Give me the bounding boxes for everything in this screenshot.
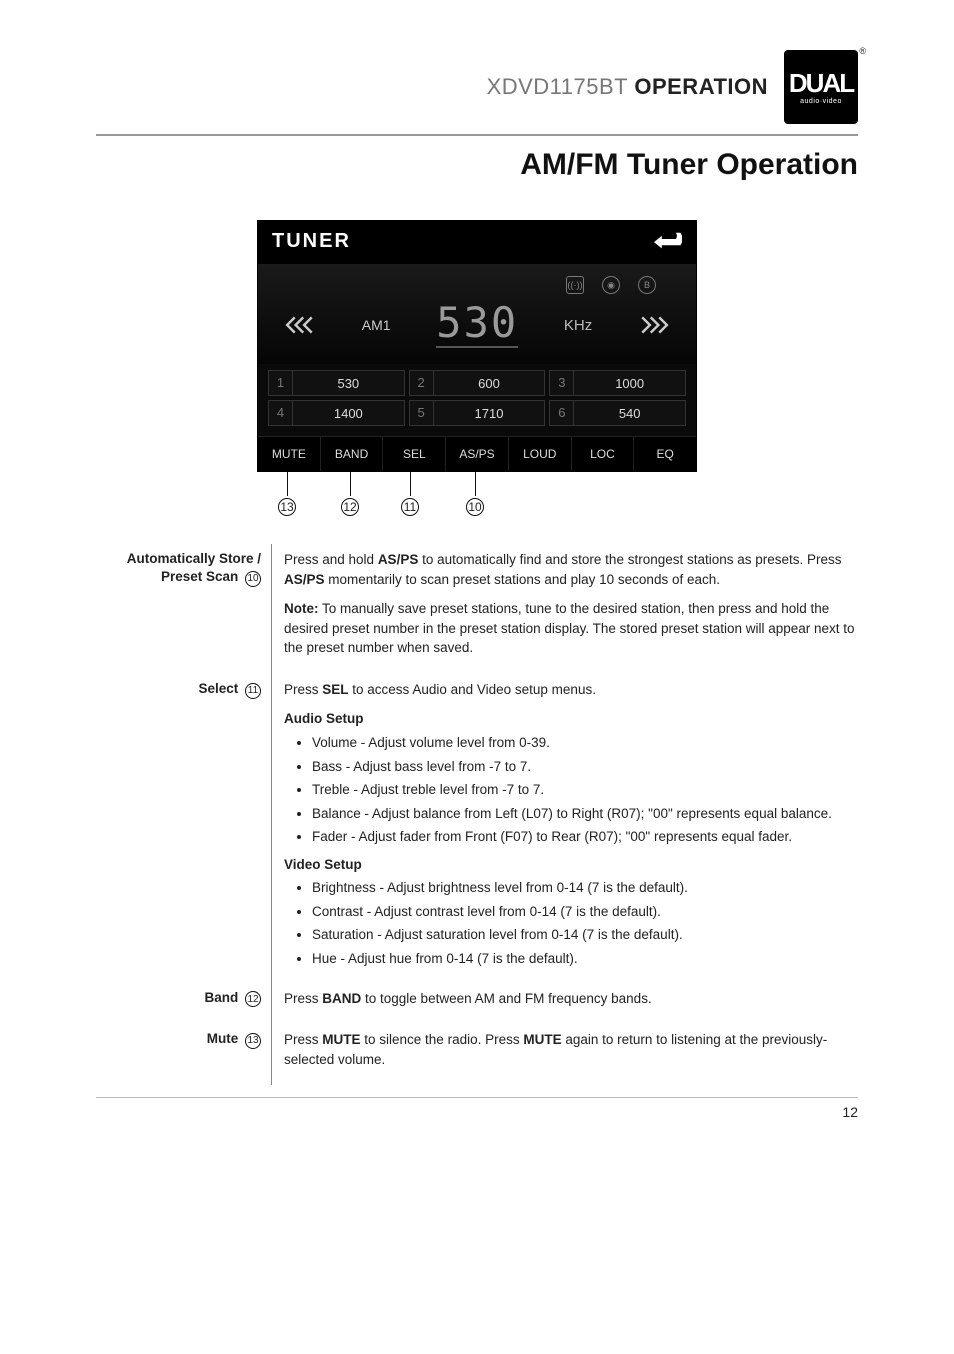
soft-button-eq[interactable]: EQ (634, 437, 696, 471)
select-term: Select 11 (96, 674, 272, 983)
logo-text: DUAL (789, 70, 853, 96)
disc-indicator-icon: ◉ (602, 276, 620, 294)
divider (96, 134, 858, 136)
callout-line (287, 472, 288, 496)
mute-term: Mute 13 (96, 1024, 272, 1085)
callout-number: 11 (401, 498, 419, 516)
list-item: Fader - Adjust fader from Front (F07) to… (312, 827, 858, 847)
list-item: Balance - Adjust balance from Left (L07)… (312, 804, 858, 824)
page-number: 12 (96, 1097, 858, 1120)
soft-button-as-ps[interactable]: AS/PS (446, 437, 509, 471)
band-indicator: AM1 (362, 317, 391, 333)
asps-desc: Press and hold AS/PS to automatically fi… (272, 544, 858, 674)
model-title: XDVD1175BT OPERATION (487, 74, 768, 100)
preset-value: 1000 (574, 376, 685, 391)
audio-setup-list: Volume - Adjust volume level from 0-39. B… (284, 733, 858, 847)
video-setup-list: Brightness - Adjust brightness level fro… (284, 878, 858, 968)
callout-line (475, 472, 476, 496)
preset-number: 2 (410, 371, 434, 395)
preset-value: 530 (293, 376, 404, 391)
back-icon[interactable] (654, 229, 682, 254)
tuner-label: TUNER (272, 230, 351, 253)
seek-down-icon[interactable] (282, 312, 316, 338)
callouts: 13 12 11 10 (257, 472, 697, 518)
soft-button-loc[interactable]: LOC (572, 437, 635, 471)
list-item: Contrast - Adjust contrast level from 0-… (312, 902, 858, 922)
preset-number: 3 (550, 371, 574, 395)
callout-line (350, 472, 351, 496)
soft-button-loud[interactable]: LOUD (509, 437, 572, 471)
header: XDVD1175BT OPERATION ® DUAL audio·video (96, 50, 858, 124)
stereo-indicator-icon: ((·)) (566, 276, 584, 294)
preset-number: 6 (550, 401, 574, 425)
registered-icon: ® (859, 46, 866, 56)
operation-word: OPERATION (634, 74, 768, 99)
preset-number: 1 (269, 371, 293, 395)
definitions: Automatically Store / Preset Scan 10 Pre… (96, 544, 858, 1085)
video-setup-head: Video Setup (284, 855, 858, 875)
brand-logo: ® DUAL audio·video (784, 50, 858, 124)
callout-line (410, 472, 411, 496)
tuner-display: ((·)) ◉ B AM1 530 KHz (258, 264, 696, 364)
preset-value: 1710 (434, 406, 545, 421)
preset-value: 1400 (293, 406, 404, 421)
soft-button-mute[interactable]: MUTE (258, 437, 321, 471)
preset-cell[interactable]: 31000 (549, 370, 686, 396)
preset-value: 600 (434, 376, 545, 391)
asps-term: Automatically Store / Preset Scan 10 (96, 544, 272, 674)
ref-12: 12 (245, 991, 261, 1007)
seek-up-icon[interactable] (638, 312, 672, 338)
callout-number: 13 (278, 498, 296, 516)
frequency-display: 530 (436, 302, 518, 348)
preset-grid: 153026003100041400517106540 (258, 364, 696, 436)
select-desc: Press SEL to access Audio and Video setu… (272, 674, 858, 983)
band-term: Band 12 (96, 983, 272, 1025)
list-item: Brightness - Adjust brightness level fro… (312, 878, 858, 898)
preset-value: 540 (574, 406, 685, 421)
callout-number: 12 (341, 498, 359, 516)
list-item: Hue - Adjust hue from 0-14 (7 is the def… (312, 949, 858, 969)
preset-cell[interactable]: 2600 (409, 370, 546, 396)
preset-cell[interactable]: 51710 (409, 400, 546, 426)
section-title: AM/FM Tuner Operation (96, 148, 858, 182)
list-item: Volume - Adjust volume level from 0-39. (312, 733, 858, 753)
ref-13: 13 (245, 1033, 261, 1049)
frequency-unit: KHz (564, 317, 592, 334)
callout-number: 10 (466, 498, 484, 516)
indicator-row: ((·)) ◉ B (272, 276, 682, 294)
list-item: Saturation - Adjust saturation level fro… (312, 925, 858, 945)
ref-10: 10 (245, 571, 261, 587)
preset-cell[interactable]: 41400 (268, 400, 405, 426)
band-desc: Press BAND to toggle between AM and FM f… (272, 983, 858, 1025)
mute-desc: Press MUTE to silence the radio. Press M… (272, 1024, 858, 1085)
soft-button-sel[interactable]: SEL (383, 437, 446, 471)
soft-button-row: MUTEBANDSELAS/PSLOUDLOCEQ (258, 436, 696, 471)
bt-indicator-icon: B (638, 276, 656, 294)
logo-subtext: audio·video (800, 98, 842, 105)
list-item: Treble - Adjust treble level from -7 to … (312, 780, 858, 800)
audio-setup-head: Audio Setup (284, 709, 858, 729)
preset-number: 5 (410, 401, 434, 425)
ref-11: 11 (245, 683, 261, 699)
model-number: XDVD1175BT (487, 74, 628, 99)
tuner-figure: TUNER ((·)) ◉ B AM1 530 KHz (96, 220, 858, 518)
tuner-panel: TUNER ((·)) ◉ B AM1 530 KHz (257, 220, 697, 472)
preset-cell[interactable]: 1530 (268, 370, 405, 396)
preset-number: 4 (269, 401, 293, 425)
preset-cell[interactable]: 6540 (549, 400, 686, 426)
tuner-titlebar: TUNER (258, 221, 696, 264)
list-item: Bass - Adjust bass level from -7 to 7. (312, 757, 858, 777)
soft-button-band[interactable]: BAND (321, 437, 384, 471)
